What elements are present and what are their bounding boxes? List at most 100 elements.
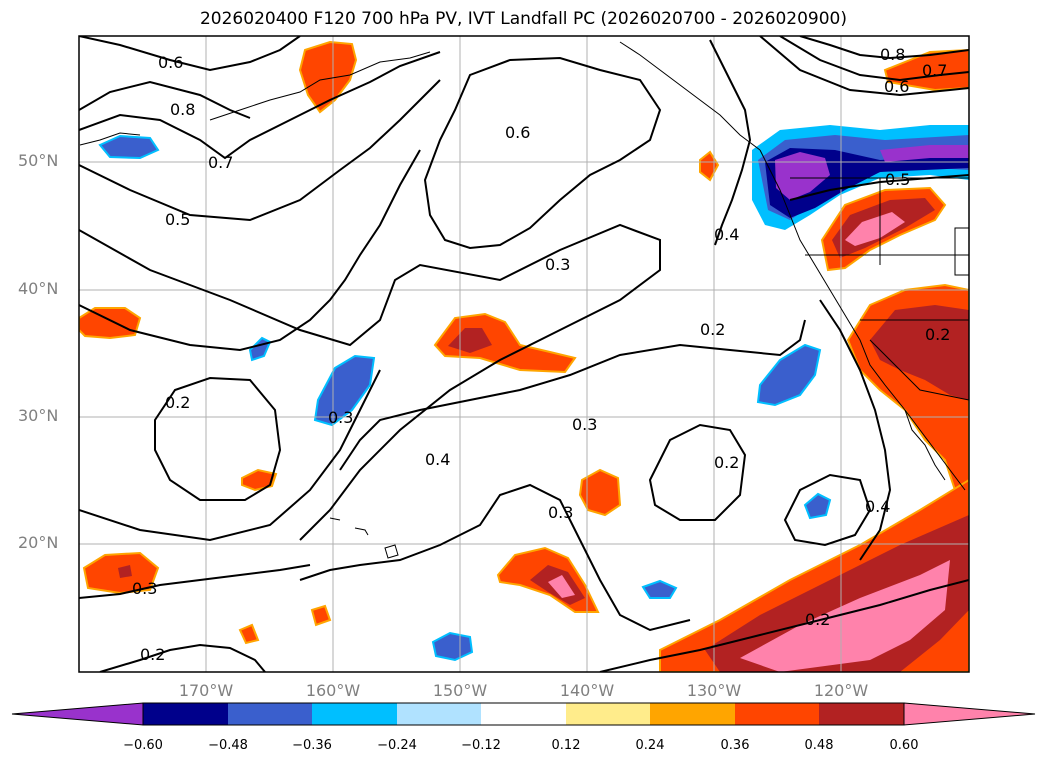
contour-0.4-east [819,299,892,561]
coast-baja [904,409,946,481]
colorbar-tick-label: 0.12 [551,738,581,753]
lon-tick-label: 120°W [813,681,869,700]
shade-small-1 [241,468,278,492]
colorbar-tick-label: −0.60 [123,738,163,753]
contour-label: 0.2 [714,453,739,472]
colorbar-segment [312,703,397,725]
colorbar-segment [228,703,312,725]
shade-small-3 [310,604,332,627]
contour-0.2-center [648,423,747,521]
contour-label: 0.2 [805,610,830,629]
hawaii-3 [329,517,341,521]
shade-small-blue-4 [641,579,678,599]
contour-label: 0.7 [922,61,947,80]
colorbar-tick-label: −0.12 [461,738,501,753]
shade-subtropical-inner [740,560,950,672]
shade-central-inner [448,328,492,353]
coast-west-na [759,149,966,491]
shade-nw-coast-purple-2 [880,145,969,162]
shade-central-blue [313,354,376,427]
contour-label: 0.6 [158,53,183,72]
colorbar-segment [735,703,819,725]
colorbar-extend-high [903,702,1036,726]
contour-0.4-main [79,223,661,541]
shade-small-blue-2 [98,134,160,160]
lon-tick-label: 170°W [178,681,234,700]
contour-0.8-ne [799,36,969,60]
contour-label: 0.2 [700,320,725,339]
colorbar-segment [566,703,650,725]
border-state-5 [954,227,969,276]
contour-label: 0.8 [170,100,195,119]
shade-east-blue [756,343,822,407]
colorbar-tick-label: −0.48 [208,738,248,753]
contour-0.5-ne [789,174,969,201]
contour-label: 0.6 [505,123,530,142]
colorbar-frame [142,702,905,726]
contour-label: 0.3 [545,255,570,274]
contour-0.6-center [423,56,662,250]
border-state-4 [869,339,969,401]
contour-label: 0.5 [885,170,910,189]
contour-0.8-nw [79,80,251,119]
lon-tick-label: 160°W [305,681,361,700]
contour-label: 0.2 [165,393,190,412]
colorbar-segment [397,703,481,725]
gridlines [79,36,969,672]
hawaii-1 [384,544,399,559]
shade-west-coast-edge [79,307,142,340]
contour-0.3-main [79,149,421,352]
contour-0.6-nw [79,36,301,72]
coast-gulf-alaska [619,41,761,151]
shade-oregon-inner [845,212,905,246]
map-frame [78,35,970,673]
lon-tick-label: 150°W [432,681,488,700]
colorbar-extend-low [11,702,144,726]
colorbar-tick-label: −0.24 [377,738,417,753]
contour-0.3-center [339,319,806,471]
lon-tick-label: 140°W [559,681,615,700]
shade-south-central-inner [548,575,575,598]
contour-label: 0.3 [328,408,353,427]
shade-small-blue-5 [431,631,474,662]
contour-label: 0.4 [865,497,890,516]
colorbar-tick-label: 0.36 [720,738,750,753]
shade-alaska [298,40,358,114]
contour-labels: 0.6 0.8 0.7 0.5 0.6 0.4 0.3 0.2 0.3 0.4 … [132,45,950,664]
contour-label: 0.8 [880,45,905,64]
pc-shading-positive [79,40,969,672]
contour-0.7-nw [79,51,441,160]
lat-tick-label: 30°N [18,406,59,425]
contour-label: 0.7 [208,153,233,172]
hawaii-2 [354,527,369,536]
shade-south-small [578,468,622,517]
contour-label: 0.4 [425,450,450,469]
contour-label: 0.4 [714,225,739,244]
contour-0.2-southeast [599,579,969,672]
lat-tick-label: 40°N [18,279,59,298]
shade-small-blue-1 [248,336,272,362]
pv-contours [79,36,969,672]
shade-california-inner [870,305,969,400]
lat-tick-label: 50°N [18,151,59,170]
shade-nw-coast-purple [775,152,830,200]
colorbar-segment [650,703,735,725]
contour-0.3-right [709,39,752,246]
contour-label: 0.3 [132,579,157,598]
map-title: 2026020400 F120 700 hPa PV, IVT Landfall… [199,9,847,29]
coast-alaska [209,51,431,121]
colorbar-tick-label: −0.36 [292,738,332,753]
colorbar-segment [819,703,904,725]
contour-0.2-south [99,643,266,672]
contour-label: 0.3 [572,415,597,434]
colorbar-tick-label: 0.48 [804,738,834,753]
contour-label: 0.5 [165,210,190,229]
shade-west-south-inner [118,565,132,578]
shade-small-blue-3 [803,492,832,520]
coastlines [79,41,969,559]
aleutian-1 [79,132,141,146]
colorbar-segment [481,703,566,725]
contour-0.3-southwest [79,564,311,599]
contour-0.2-east [783,473,872,547]
